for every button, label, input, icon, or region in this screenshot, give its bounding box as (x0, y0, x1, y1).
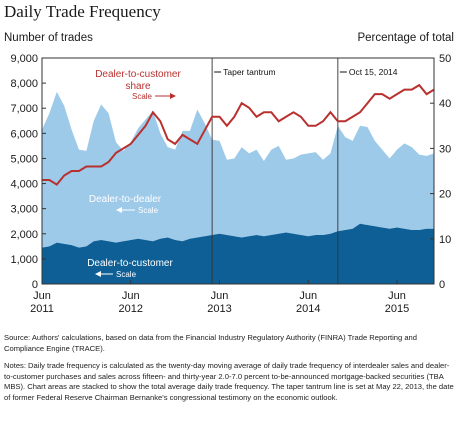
x-tick-label-4-year: 2015 (385, 303, 409, 315)
left-tick-label-8: 8,000 (10, 78, 38, 90)
share-annotation-line1: Dealer-to-customer (95, 69, 181, 80)
right-axis-title: Percentage of total (357, 32, 454, 44)
left-tick-label-6: 6,000 (10, 128, 38, 140)
left-tick-label-3: 3,000 (10, 204, 38, 216)
plot-frame (41, 57, 435, 285)
dealer-to-dealer-scale-arrow-head (116, 207, 122, 213)
left-tick-label-1: 1,000 (10, 254, 38, 266)
notes-text: Notes: Daily trade frequency is calculat… (4, 361, 454, 402)
left-tick-label-7: 7,000 (10, 103, 38, 115)
left-tick-label-0: 0 (32, 279, 38, 291)
dealer-to-dealer-annotation: Dealer-to-dealer (89, 194, 162, 205)
event-label-1: Oct 15, 2014 (349, 67, 398, 77)
dealer-to-customer-scale-label: Scale (116, 270, 137, 279)
right-tick-label-3: 30 (439, 143, 451, 155)
left-tick-label-5: 5,000 (10, 153, 38, 165)
source-note: Source: Authors' calculations, based on … (4, 333, 417, 353)
right-tick-label-1: 10 (439, 234, 451, 246)
x-tick-label-2-year: 2013 (207, 303, 231, 315)
series-share-line (42, 83, 435, 186)
dealer-to-customer-scale-arrow-head (95, 271, 101, 277)
left-axis-title: Number of trades (4, 32, 93, 44)
left-tick-label-9: 9,000 (10, 53, 38, 65)
x-tick-label-3-year: 2014 (296, 303, 320, 315)
series-dealer-to-dealer-area (42, 91, 434, 248)
right-tick-label-2: 20 (439, 189, 451, 201)
dealer-to-customer-annotation: Dealer-to-customer (87, 258, 173, 269)
share-scale-label: Scale (132, 92, 153, 101)
chart-title: Daily Trade Frequency (4, 2, 161, 21)
share-annotation-line2: share (125, 81, 150, 92)
left-tick-label-2: 2,000 (10, 229, 38, 241)
x-tick-label-4-month: Jun (388, 290, 406, 302)
right-tick-label-5: 50 (439, 53, 451, 65)
x-tick-label-1-year: 2012 (119, 303, 143, 315)
left-tick-label-4: 4,000 (10, 179, 38, 191)
series-dealer-to-customer-area (42, 223, 434, 284)
event-label-0: Taper tantrum (223, 67, 275, 77)
right-tick-label-0: 0 (439, 279, 445, 291)
share-scale-arrow-head (170, 93, 176, 99)
x-tick-label-3-month: Jun (299, 290, 317, 302)
x-tick-label-0-month: Jun (33, 290, 51, 302)
x-tick-label-1-month: Jun (122, 290, 140, 302)
x-tick-label-0-year: 2011 (30, 303, 54, 315)
right-tick-label-4: 40 (439, 98, 451, 110)
dealer-to-dealer-scale-label: Scale (138, 206, 159, 215)
chart-svg: Taper tantrum Oct 15, 2014 0 1,000 2,000 3,00… (10, 53, 451, 315)
x-tick-label-2-month: Jun (211, 290, 229, 302)
